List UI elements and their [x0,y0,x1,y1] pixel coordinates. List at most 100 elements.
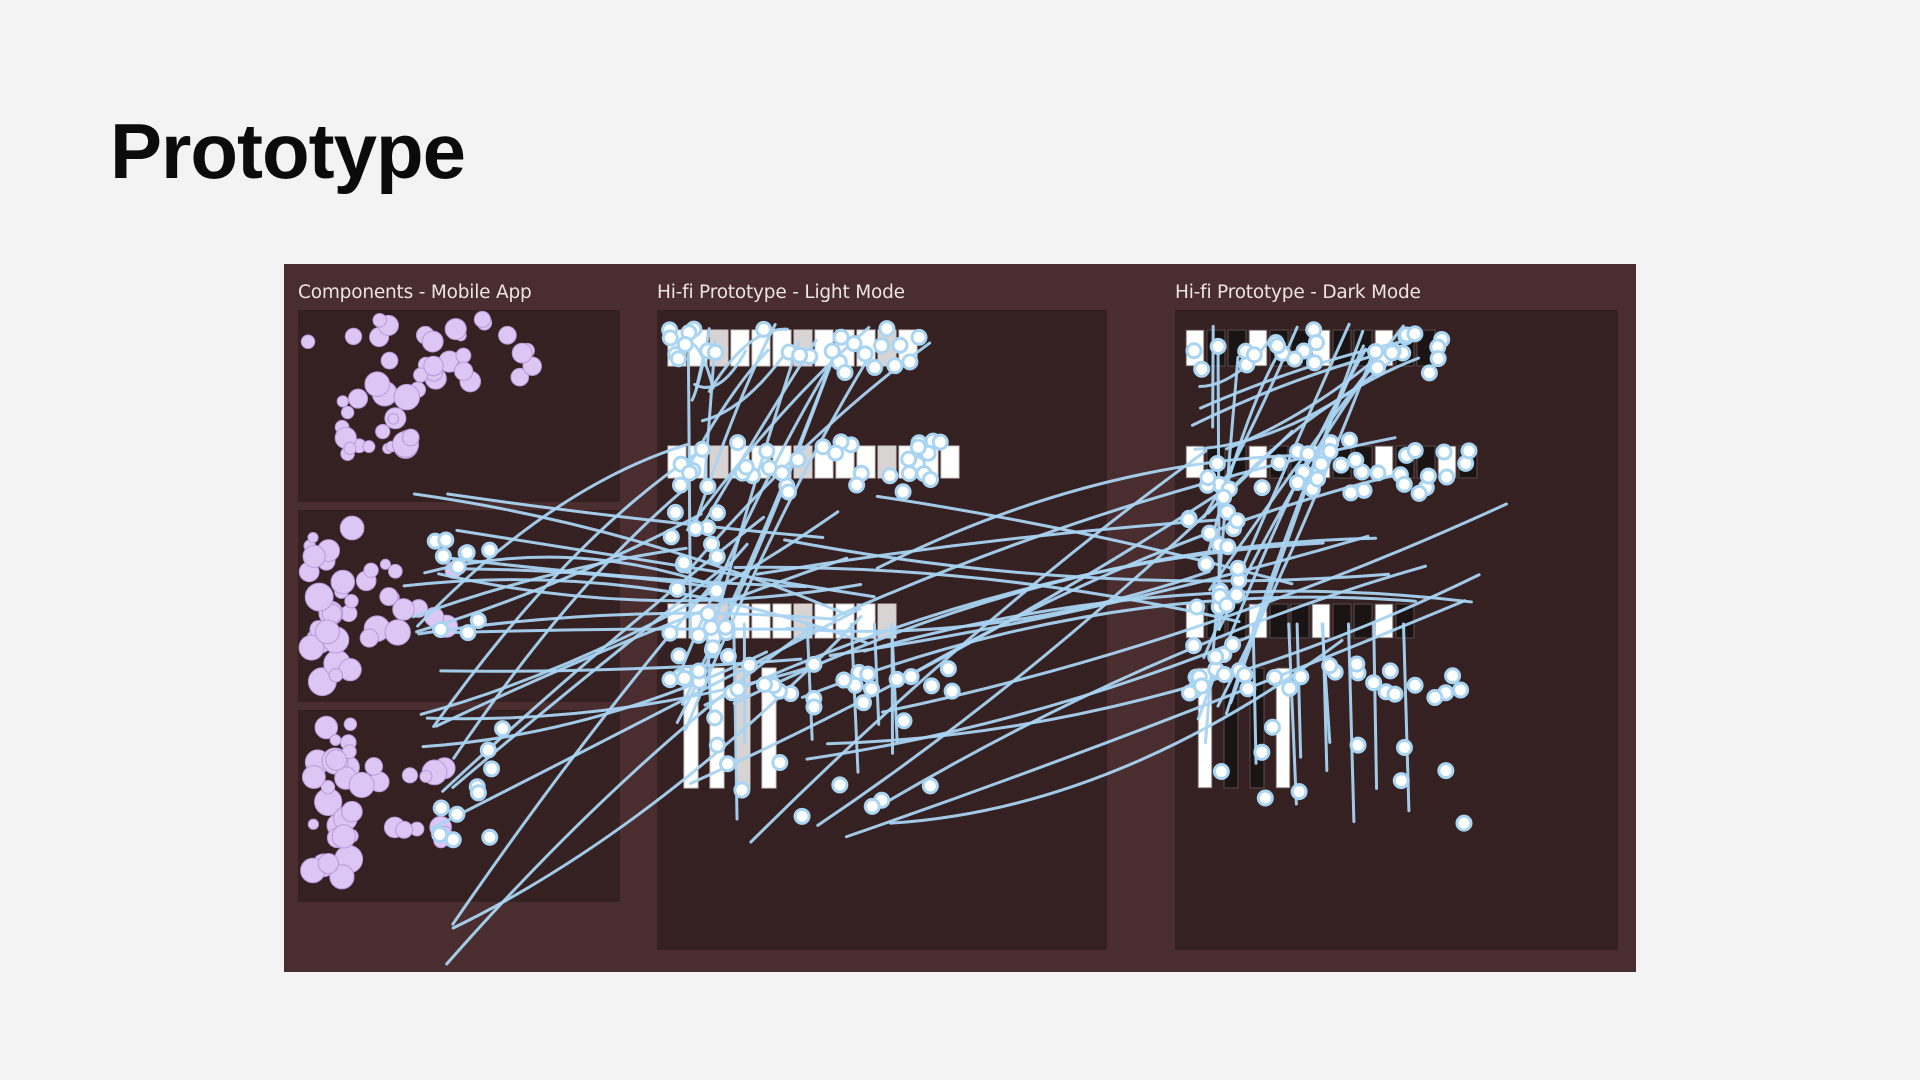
flow-node [431,826,449,844]
component-shape [363,562,379,578]
flow-node [662,528,680,546]
component-shape [359,628,379,648]
flow-node [758,442,776,460]
flow-node [910,328,928,346]
flow-connector [805,622,814,741]
flow-node [699,477,717,495]
flow-connector [849,622,860,774]
flow-node [1437,762,1455,780]
component-shape [339,515,365,541]
flow-connector [1346,622,1356,824]
flow-node [931,433,949,451]
flow-connector [689,484,1232,785]
component-shape [314,619,340,645]
component-shape [343,441,357,455]
flow-node [1253,479,1271,497]
flow-connector [1295,622,1303,759]
flow-node [740,656,758,674]
component-shape [510,367,530,387]
component-shape [498,325,517,345]
flow-node [1395,738,1413,756]
flow-node [1207,648,1225,666]
component-shape [387,413,400,425]
flow-node [805,698,823,716]
component-shape [328,668,344,683]
flow-connector [705,340,801,655]
component-shape [419,769,433,783]
flow-node [666,503,684,521]
component-shape [302,544,326,568]
component-shape [453,361,474,381]
flow-node [755,675,773,693]
flow-connector [416,443,689,628]
flow-node [708,736,726,754]
flow-node [481,828,499,846]
screen-thumbnail [772,603,792,639]
component-shape [329,734,342,746]
section-label-components: Components - Mobile App [298,282,532,303]
flow-connector [1224,344,1365,716]
flow-node [848,476,866,494]
flow-connector [828,534,1370,658]
flow-node [1290,783,1308,801]
flow-node [1340,431,1358,449]
flow-node [1193,360,1211,378]
flow-node [1410,484,1428,502]
flow-connector [1321,622,1329,772]
flow-node [449,558,467,576]
flow-node [670,647,688,665]
flow-node [661,624,679,642]
flow-node [1321,442,1339,460]
flow-node [1266,668,1284,686]
flow-connector [445,625,815,966]
flow-node [1245,346,1263,364]
flow-node [1193,677,1211,695]
flow-node [1369,359,1387,377]
component-shape [380,351,399,370]
flow-node [483,760,501,778]
flow-node [1438,468,1456,486]
flow-node [687,520,705,538]
flow-connector [451,542,749,926]
flow-node [856,345,874,363]
flow-node [458,544,476,562]
flow-node [1197,555,1215,573]
screen-thumbnail [1290,603,1310,639]
flow-node [845,335,863,353]
flow-connector [686,326,871,532]
flow-connector [419,510,840,716]
screen-thumbnail [761,667,777,789]
component-shape [379,558,391,570]
component-shape [348,388,369,409]
flow-node [1419,467,1437,485]
flow-node [1406,441,1424,459]
flow-node [1199,469,1217,487]
flow-node [672,476,690,494]
component-shape [384,619,411,646]
flow-node [494,720,512,738]
flow-node [1342,484,1360,502]
flow-node [437,531,455,549]
flow-node [1208,454,1226,472]
component-shape [387,563,403,579]
flow-node [755,320,773,338]
flow-node [1306,354,1324,372]
flow-connector [690,327,711,402]
flow-node [1312,455,1330,473]
flow-node [1185,342,1203,360]
flow-node [1460,442,1478,460]
flow-node [1229,559,1247,577]
flow-node [676,335,694,353]
flow-node [481,541,499,559]
flow-node [1219,538,1237,556]
component-shape [340,405,355,420]
page-title: Prototype [110,107,466,195]
flow-node [432,620,450,638]
flow-connector [411,546,688,619]
flow-node [702,618,720,636]
flow-node [888,670,906,688]
flow-node [1369,464,1387,482]
flow-node [1215,488,1233,506]
flow-connector [1402,622,1411,813]
flow-connector [437,572,863,603]
